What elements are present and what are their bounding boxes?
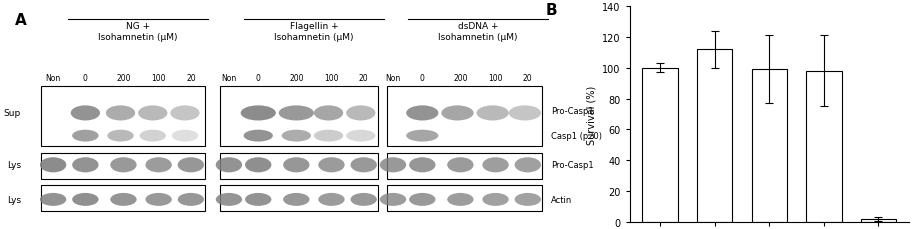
Text: Actin: Actin <box>551 195 573 204</box>
Ellipse shape <box>319 158 344 173</box>
Text: 100: 100 <box>488 74 503 83</box>
Ellipse shape <box>245 193 272 206</box>
Ellipse shape <box>107 130 134 142</box>
Ellipse shape <box>40 158 66 173</box>
Bar <box>387 87 543 147</box>
Text: A: A <box>15 13 27 28</box>
Bar <box>806 71 842 222</box>
Bar <box>643 68 677 222</box>
Text: 0: 0 <box>83 74 88 83</box>
Ellipse shape <box>73 158 98 173</box>
Ellipse shape <box>283 193 309 206</box>
Ellipse shape <box>509 106 541 121</box>
Ellipse shape <box>346 106 375 121</box>
Ellipse shape <box>178 158 204 173</box>
Text: 20: 20 <box>359 74 368 83</box>
Bar <box>861 219 896 222</box>
Ellipse shape <box>380 193 406 206</box>
Ellipse shape <box>171 106 199 121</box>
Ellipse shape <box>447 158 474 173</box>
Ellipse shape <box>346 130 375 142</box>
Ellipse shape <box>138 106 167 121</box>
Y-axis label: Survival (%): Survival (%) <box>587 85 597 144</box>
Ellipse shape <box>282 130 311 142</box>
Text: B: B <box>546 3 558 17</box>
Bar <box>220 87 378 147</box>
Ellipse shape <box>73 130 98 142</box>
Ellipse shape <box>482 158 509 173</box>
Bar <box>697 50 733 222</box>
Ellipse shape <box>515 158 541 173</box>
Text: 0: 0 <box>420 74 425 83</box>
Ellipse shape <box>145 193 172 206</box>
Ellipse shape <box>442 106 474 121</box>
Ellipse shape <box>279 106 314 121</box>
Ellipse shape <box>40 193 66 206</box>
Ellipse shape <box>243 130 273 142</box>
Ellipse shape <box>106 106 135 121</box>
Ellipse shape <box>145 158 172 173</box>
Ellipse shape <box>314 130 343 142</box>
Text: dsDNA +
Isohamnetin (μM): dsDNA + Isohamnetin (μM) <box>438 22 518 42</box>
Ellipse shape <box>172 130 198 142</box>
Ellipse shape <box>73 193 98 206</box>
Bar <box>387 185 543 211</box>
Text: Casp1 (p20): Casp1 (p20) <box>551 131 602 141</box>
Ellipse shape <box>447 193 474 206</box>
Text: 200: 200 <box>117 74 130 83</box>
Text: 20: 20 <box>186 74 196 83</box>
Ellipse shape <box>241 106 275 121</box>
Text: Flagellin +
Isohamnetin (μM): Flagellin + Isohamnetin (μM) <box>274 22 353 42</box>
Ellipse shape <box>409 193 435 206</box>
Ellipse shape <box>351 193 377 206</box>
Bar <box>387 153 543 179</box>
Bar <box>220 153 378 179</box>
Ellipse shape <box>140 130 166 142</box>
Ellipse shape <box>110 158 137 173</box>
Text: NG +
Isohamnetin (μM): NG + Isohamnetin (μM) <box>98 22 178 42</box>
Text: 100: 100 <box>324 74 339 83</box>
Text: Pro-Casp1: Pro-Casp1 <box>551 107 594 116</box>
Text: 0: 0 <box>256 74 261 83</box>
Text: Non: Non <box>46 74 61 83</box>
Ellipse shape <box>216 158 242 173</box>
Text: 20: 20 <box>523 74 532 83</box>
Text: Lys: Lys <box>6 195 21 204</box>
Bar <box>41 153 206 179</box>
Ellipse shape <box>71 106 100 121</box>
Bar <box>41 87 206 147</box>
Ellipse shape <box>406 130 439 142</box>
Bar <box>220 185 378 211</box>
Ellipse shape <box>245 158 272 173</box>
Text: 200: 200 <box>453 74 467 83</box>
Ellipse shape <box>482 193 509 206</box>
Ellipse shape <box>515 193 541 206</box>
Ellipse shape <box>319 193 344 206</box>
Ellipse shape <box>216 193 242 206</box>
Ellipse shape <box>406 106 439 121</box>
Ellipse shape <box>409 158 435 173</box>
Ellipse shape <box>314 106 343 121</box>
Bar <box>752 70 787 222</box>
Ellipse shape <box>351 158 377 173</box>
Ellipse shape <box>283 158 309 173</box>
Text: Sup: Sup <box>4 109 21 118</box>
Text: 100: 100 <box>151 74 166 83</box>
Ellipse shape <box>110 193 137 206</box>
Ellipse shape <box>178 193 204 206</box>
Text: 200: 200 <box>289 74 304 83</box>
Text: Non: Non <box>386 74 400 83</box>
Bar <box>41 185 206 211</box>
Ellipse shape <box>380 158 406 173</box>
Ellipse shape <box>476 106 509 121</box>
Text: Lys: Lys <box>6 161 21 169</box>
Text: Pro-Casp1: Pro-Casp1 <box>551 161 594 169</box>
Text: Non: Non <box>221 74 237 83</box>
